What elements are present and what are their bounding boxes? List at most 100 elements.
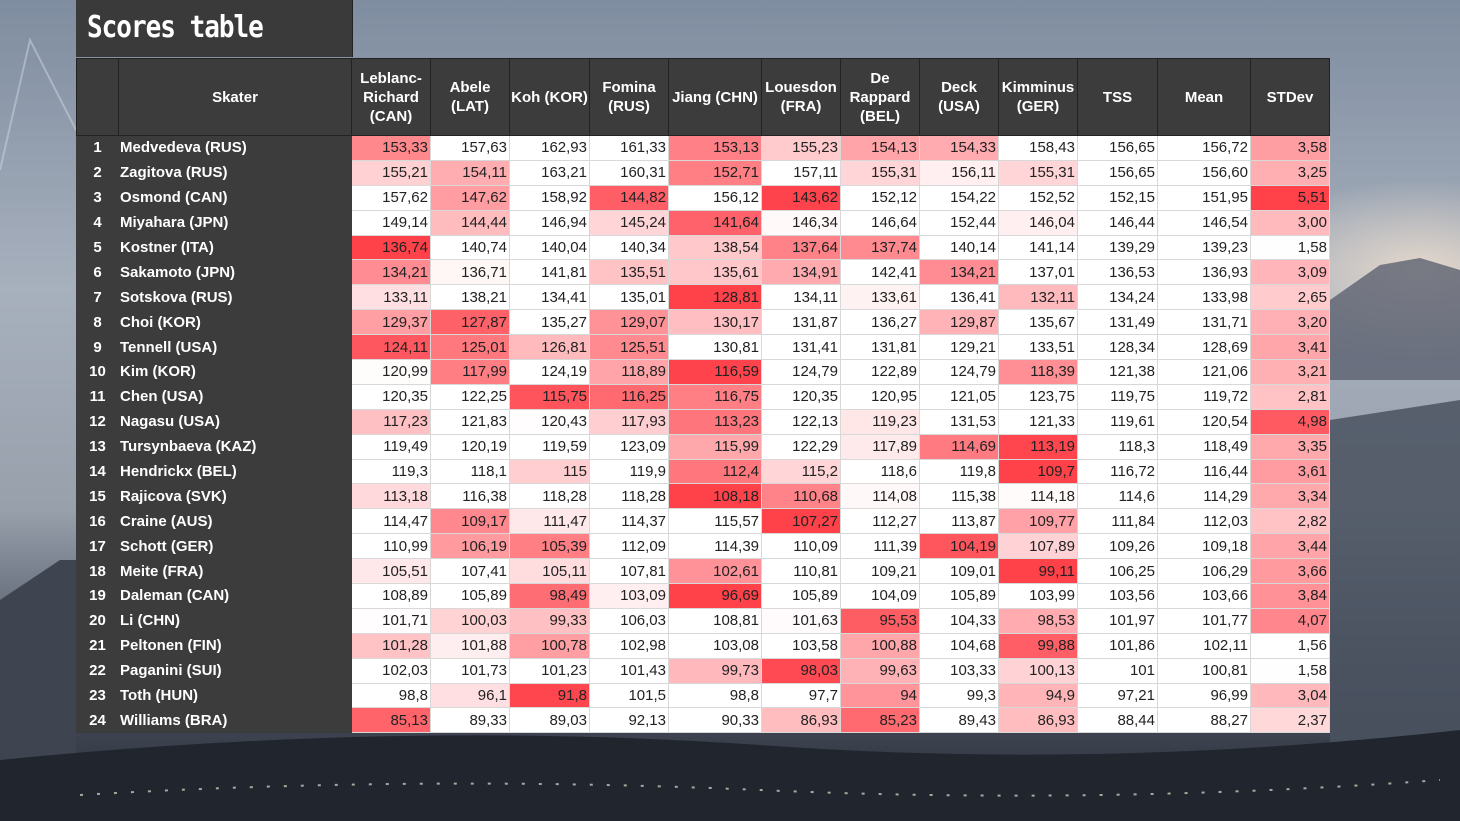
table-row[interactable]: 15 Rajicova (SVK) 113,18 116,38 118,28 118,28… <box>76 483 1330 510</box>
table-row[interactable]: 13 Tursynbaeva (KAZ) 119,49 120,19 119,59 123… <box>76 433 1330 460</box>
judge-score-cell: 147,62 <box>430 184 510 211</box>
judge-score-cell: 119,59 <box>509 433 590 460</box>
judge-score-cell: 116,25 <box>589 383 669 410</box>
judge-score-cell: 133,11 <box>351 284 431 311</box>
tss-cell: 134,24 <box>1077 284 1158 311</box>
mean-cell: 118,49 <box>1157 433 1251 460</box>
rank-cell: 24 <box>76 707 119 734</box>
skater-name-cell: Craine (AUS) <box>118 508 352 535</box>
judge-score-cell: 112,4 <box>668 458 762 485</box>
judge-score-cell: 99,11 <box>998 558 1078 585</box>
judge-score-cell: 115,99 <box>668 433 762 460</box>
judge-score-cell: 101,23 <box>509 657 590 684</box>
judge-score-cell: 114,18 <box>998 483 1078 510</box>
judge-score-cell: 134,11 <box>761 284 841 311</box>
column-header[interactable]: Fomina (RUS) <box>589 58 669 136</box>
column-header[interactable]: Abele (LAT) <box>430 58 510 136</box>
judge-score-cell: 107,27 <box>761 508 841 535</box>
judge-score-cell: 98,49 <box>509 583 590 609</box>
table-row[interactable]: 6 Sakamoto (JPN) 134,21 136,71 141,81 135,51 1… <box>76 259 1330 286</box>
tss-cell: 121,38 <box>1077 359 1158 385</box>
judge-score-cell: 109,77 <box>998 508 1078 535</box>
table-row[interactable]: 8 Choi (KOR) 129,37 127,87 135,27 129,07 130,1… <box>76 309 1330 336</box>
table-row[interactable]: 5 Kostner (ITA) 136,74 140,74 140,04 140,34 13… <box>76 234 1330 261</box>
mean-cell: 120,54 <box>1157 408 1251 435</box>
stdev-cell: 4,98 <box>1250 408 1330 435</box>
judge-score-cell: 124,79 <box>761 359 841 385</box>
table-row[interactable]: 4 Miyahara (JPN) 149,14 144,44 146,94 145,24 1… <box>76 209 1330 236</box>
judge-score-cell: 124,79 <box>919 359 999 385</box>
tss-cell: 111,84 <box>1077 508 1158 535</box>
judge-score-cell: 137,64 <box>761 234 841 261</box>
table-row[interactable]: 11 Chen (USA) 120,35 122,25 115,75 116,25 116,… <box>76 383 1330 410</box>
column-header[interactable]: Louesdon (FRA) <box>761 58 841 136</box>
tss-cell: 152,15 <box>1077 184 1158 211</box>
table-row[interactable]: 24 Williams (BRA) 85,13 89,33 89,03 92,13 90,3… <box>76 707 1330 734</box>
stdev-cell: 3,35 <box>1250 433 1330 460</box>
column-header[interactable]: Deck (USA) <box>919 58 999 136</box>
column-header[interactable]: STDev <box>1250 58 1330 136</box>
tss-cell: 101,86 <box>1077 632 1158 659</box>
skater-name-cell: Kostner (ITA) <box>118 234 352 261</box>
judge-score-cell: 146,04 <box>998 209 1078 236</box>
column-header[interactable]: Mean <box>1157 58 1251 136</box>
skater-name-cell: Li (CHN) <box>118 607 352 634</box>
column-header[interactable]: Leblanc-Richard (CAN) <box>351 58 431 136</box>
rank-cell: 12 <box>76 408 119 435</box>
judge-score-cell: 115,2 <box>761 458 841 485</box>
judge-score-cell: 114,39 <box>668 533 762 560</box>
tss-cell: 131,49 <box>1077 309 1158 336</box>
column-header[interactable]: Koh (KOR) <box>509 58 590 136</box>
judge-score-cell: 98,03 <box>761 657 841 684</box>
judge-score-cell: 131,81 <box>840 334 920 361</box>
tss-cell: 109,26 <box>1077 533 1158 560</box>
table-row[interactable]: 22 Paganini (SUI) 102,03 101,73 101,23 101,43… <box>76 657 1330 684</box>
judge-score-cell: 155,23 <box>761 135 841 161</box>
table-row[interactable]: 20 Li (CHN) 101,71 100,03 99,33 106,03 108,81 1… <box>76 607 1330 634</box>
table-row[interactable]: 21 Peltonen (FIN) 101,28 101,88 100,78 102,98… <box>76 632 1330 659</box>
judge-score-cell: 161,33 <box>589 135 669 161</box>
table-row[interactable]: 7 Sotskova (RUS) 133,11 138,21 134,41 135,01 1… <box>76 284 1330 311</box>
table-row[interactable]: 3 Osmond (CAN) 157,62 147,62 158,92 144,82 156… <box>76 184 1330 211</box>
table-row[interactable]: 9 Tennell (USA) 124,11 125,01 126,81 125,51 13… <box>76 334 1330 361</box>
judge-score-cell: 124,19 <box>509 359 590 385</box>
judge-score-cell: 129,21 <box>919 334 999 361</box>
judge-score-cell: 103,33 <box>919 657 999 684</box>
column-header[interactable]: Jiang (CHN) <box>668 58 762 136</box>
judge-score-cell: 98,53 <box>998 607 1078 634</box>
judge-score-cell: 101,5 <box>589 682 669 709</box>
column-header[interactable]: TSS <box>1077 58 1158 136</box>
table-row[interactable]: 10 Kim (KOR) 120,99 117,99 124,19 118,89 116,5… <box>76 359 1330 385</box>
judge-score-cell: 105,89 <box>919 583 999 609</box>
table-row[interactable]: 2 Zagitova (RUS) 155,21 154,11 163,21 160,31 1… <box>76 159 1330 186</box>
mean-cell: 128,69 <box>1157 334 1251 361</box>
column-header[interactable]: De Rappard (BEL) <box>840 58 920 136</box>
judge-score-cell: 99,33 <box>509 607 590 634</box>
table-row[interactable]: 23 Toth (HUN) 98,8 96,1 91,8 101,5 98,8 97,7 94 9… <box>76 682 1330 709</box>
judge-score-cell: 133,51 <box>998 334 1078 361</box>
judge-score-cell: 125,51 <box>589 334 669 361</box>
column-header[interactable] <box>76 58 119 136</box>
table-row[interactable]: 18 Meite (FRA) 105,51 107,41 105,11 107,81 102… <box>76 558 1330 585</box>
judge-score-cell: 105,89 <box>761 583 841 609</box>
judge-score-cell: 157,63 <box>430 135 510 161</box>
rank-cell: 9 <box>76 334 119 361</box>
mean-cell: 131,71 <box>1157 309 1251 336</box>
judge-score-cell: 146,94 <box>509 209 590 236</box>
judge-score-cell: 111,39 <box>840 533 920 560</box>
table-row[interactable]: 19 Daleman (CAN) 108,89 105,89 98,49 103,09 96… <box>76 583 1330 609</box>
table-row[interactable]: 14 Hendrickx (BEL) 119,3 118,1 115 119,9 112,4… <box>76 458 1330 485</box>
judge-score-cell: 152,12 <box>840 184 920 211</box>
table-row[interactable]: 16 Craine (AUS) 114,47 109,17 111,47 114,37 11… <box>76 508 1330 535</box>
table-row[interactable]: 1 Medvedeva (RUS) 153,33 157,63 162,93 161,33… <box>76 135 1330 161</box>
judge-score-cell: 119,3 <box>351 458 431 485</box>
column-header[interactable]: Kimminus (GER) <box>998 58 1078 136</box>
stdev-cell: 2,81 <box>1250 383 1330 410</box>
table-row[interactable]: 17 Schott (GER) 110,99 106,19 105,39 112,09 11… <box>76 533 1330 560</box>
judge-score-cell: 136,71 <box>430 259 510 286</box>
column-header[interactable]: Skater <box>118 58 352 136</box>
table-row[interactable]: 12 Nagasu (USA) 117,23 121,83 120,43 117,93 11… <box>76 408 1330 435</box>
tss-cell: 146,44 <box>1077 209 1158 236</box>
judge-score-cell: 122,89 <box>840 359 920 385</box>
skater-name-cell: Tennell (USA) <box>118 334 352 361</box>
